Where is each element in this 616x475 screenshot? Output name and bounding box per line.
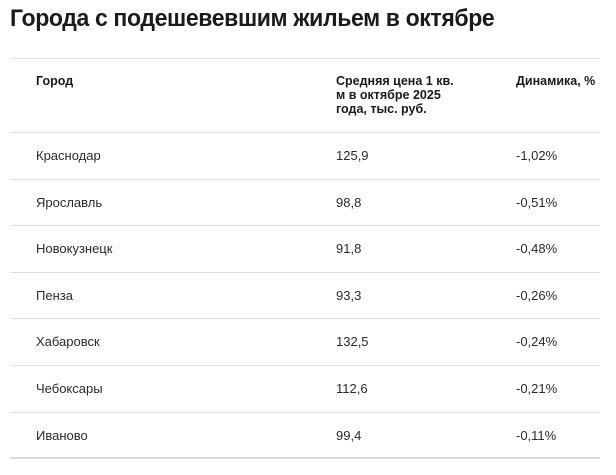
cell-city: Ярославль (36, 194, 103, 210)
cell-change: -0,24% (516, 334, 558, 350)
cell-change: -1,02% (516, 148, 558, 163)
cell-price: 93,3 (336, 287, 362, 303)
header-change: Динамика, % (516, 74, 596, 88)
cell-price: 99,4 (336, 427, 362, 443)
cell-price: 132,5 (336, 334, 369, 350)
table-row: Пенза 93,3 -0,26% (10, 273, 600, 320)
cell-change: -0,26% (516, 287, 558, 303)
header-city: Город (36, 74, 74, 88)
cell-price: 91,8 (336, 241, 362, 257)
cell-city: Краснодар (36, 148, 101, 163)
cell-change: -0,48% (516, 241, 558, 257)
table-header: Город Средняя цена 1 кв. м в октябре 202… (10, 58, 600, 133)
header-price: Средняя цена 1 кв. м в октябре 2025 года… (336, 74, 454, 116)
cell-city: Хабаровск (36, 334, 100, 350)
cell-city: Иваново (36, 427, 88, 443)
table-row: Иваново 99,4 -0,11% (10, 413, 600, 460)
cell-city: Чебоксары (36, 380, 103, 396)
cell-change: -0,21% (516, 380, 558, 396)
table-row: Ярославль 98,8 -0,51% (10, 180, 600, 227)
cell-price: 98,8 (336, 194, 362, 210)
table-row: Чебоксары 112,6 -0,21% (10, 366, 600, 413)
cell-change: -0,11% (516, 427, 557, 443)
table-row: Новокузнецк 91,8 -0,48% (10, 226, 600, 273)
cell-city: Пенза (36, 287, 73, 303)
cell-price: 125,9 (336, 148, 369, 163)
page-title: Города с подешевевшим жильем в октябре (10, 5, 495, 32)
table-row: Хабаровск 132,5 -0,24% (10, 319, 600, 366)
table-row: Краснодар 125,9 -1,02% (10, 133, 600, 180)
cell-change: -0,51% (516, 194, 558, 210)
cell-city: Новокузнецк (36, 241, 113, 257)
cell-price: 112,6 (336, 380, 368, 396)
price-table: Город Средняя цена 1 кв. м в октябре 202… (10, 58, 600, 460)
